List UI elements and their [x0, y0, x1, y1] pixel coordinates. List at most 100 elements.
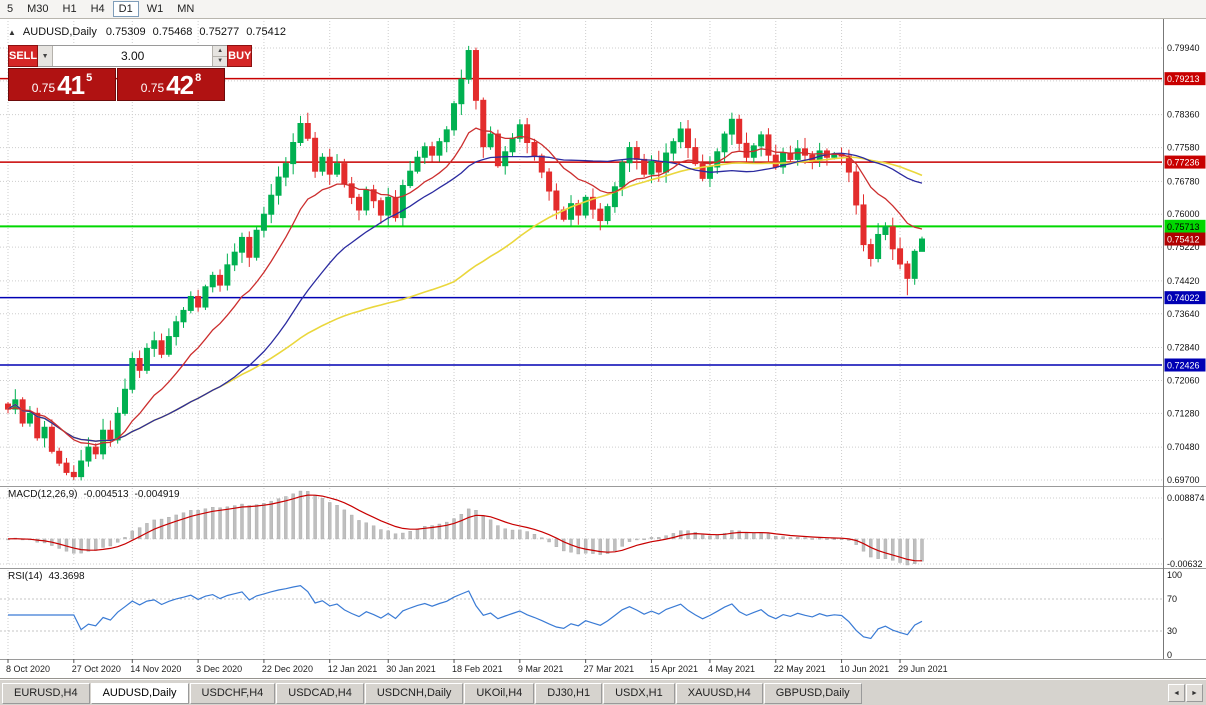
chart-tab-audusd-daily[interactable]: AUDUSD,Daily	[90, 683, 189, 704]
timeframe-button-h1[interactable]: H1	[62, 3, 77, 15]
svg-text:27 Mar 2021: 27 Mar 2021	[584, 664, 635, 674]
timeframe-toolbar: 5 M30 H1 H4 D1 W1 MN	[0, 0, 1206, 19]
buy-price-display: 0.75 42 8	[117, 68, 225, 101]
macd-indicator-label: MACD(12,26,9) -0.004513 -0.004919	[8, 489, 180, 500]
svg-text:12 Jan 2021: 12 Jan 2021	[328, 664, 378, 674]
svg-text:-0.00632: -0.00632	[1167, 559, 1203, 569]
svg-text:0.75713: 0.75713	[1167, 222, 1200, 232]
rsi-name: RSI(14)	[8, 571, 43, 582]
timeframe-button-h4[interactable]: H4	[90, 3, 105, 15]
one-click-price-row: 0.75 41 5 0.75 42 8	[8, 68, 225, 101]
chart-tab-bar: EURUSD,H4 AUDUSD,Daily USDCHF,H4 USDCAD,H4 U…	[0, 678, 1206, 705]
macd-signal-line	[7, 494, 923, 562]
timeframe-button-5[interactable]: 5	[7, 3, 14, 15]
volume-input[interactable]	[53, 46, 213, 66]
macd-pane	[0, 490, 1162, 566]
svg-text:0.73640: 0.73640	[1167, 309, 1200, 319]
svg-text:0.79213: 0.79213	[1167, 74, 1200, 84]
svg-text:0.74420: 0.74420	[1167, 276, 1200, 286]
mid-ma	[7, 152, 923, 442]
volume-spinner-up-icon[interactable]: ▲	[213, 46, 228, 57]
svg-text:0.76000: 0.76000	[1167, 209, 1200, 219]
chart-tab-xauusd-h4[interactable]: XAUUSD,H4	[675, 683, 763, 704]
timeframe-button-m30[interactable]: M30	[27, 3, 49, 15]
svg-text:0.76780: 0.76780	[1167, 176, 1200, 186]
chart-tab-usdx-h1[interactable]: USDX,H1	[603, 683, 675, 704]
macd-value-signal: -0.004919	[134, 489, 180, 500]
timeframe-button-mn[interactable]: MN	[177, 3, 195, 15]
ohlc-close: 0.75412	[246, 26, 286, 38]
svg-text:0.79940: 0.79940	[1167, 43, 1200, 53]
rsi-value: 43.3698	[48, 571, 85, 582]
svg-text:0.70480: 0.70480	[1167, 442, 1200, 452]
timeframe-button-w1[interactable]: W1	[146, 3, 164, 15]
chart-tab-ukoil-h4[interactable]: UKOil,H4	[464, 683, 535, 704]
candlesticks	[5, 45, 925, 481]
timeframe-button-d1[interactable]: D1	[112, 1, 139, 17]
tab-scroll-right-icon[interactable]: ►	[1186, 684, 1203, 702]
buy-price-prefix: 0.75	[140, 81, 165, 95]
pane-separators	[0, 19, 1206, 660]
svg-text:0.72840: 0.72840	[1167, 343, 1200, 353]
svg-text:29 Jun 2021: 29 Jun 2021	[898, 664, 948, 674]
chart-tabs: EURUSD,H4 AUDUSD,Daily USDCHF,H4 USDCAD,H4 U…	[2, 683, 863, 704]
price-axis-badges: 0.79213 0.77236 0.75713 0.74022 0.72426 0.754…	[1164, 72, 1206, 372]
volume-spinner: ▲ ▼	[212, 46, 228, 66]
sell-price-big-digits: 41	[57, 70, 85, 100]
moving-average-lines	[7, 127, 923, 446]
svg-text:100: 100	[1167, 570, 1182, 580]
svg-text:0.75220: 0.75220	[1167, 242, 1200, 252]
ohlc-high: 0.75468	[152, 26, 193, 38]
volume-dropdown-button[interactable]: ▼	[38, 46, 54, 66]
svg-text:22 Dec 2020: 22 Dec 2020	[262, 664, 313, 674]
time-axis: 8 Oct 2020 27 Oct 2020 14 Nov 2020 3 Dec 20…	[6, 659, 948, 674]
svg-text:0.74022: 0.74022	[1167, 293, 1200, 303]
svg-text:18 Feb 2021: 18 Feb 2021	[452, 664, 503, 674]
svg-text:0.69700: 0.69700	[1167, 475, 1200, 485]
svg-text:22 May 2021: 22 May 2021	[774, 664, 826, 674]
tab-scroll-left-icon[interactable]: ◄	[1168, 684, 1185, 702]
chart-window: 0.799400.791600.783600.775800.767800.760…	[0, 19, 1206, 678]
svg-text:3 Dec 2020: 3 Dec 2020	[196, 664, 242, 674]
sell-button[interactable]: SELL	[8, 45, 39, 67]
svg-text:15 Apr 2021: 15 Apr 2021	[649, 664, 698, 674]
buy-button[interactable]: BUY	[227, 45, 253, 67]
ohlc-low: 0.75277	[199, 26, 240, 38]
chart-tab-gbpusd-daily[interactable]: GBPUSD,Daily	[763, 683, 862, 704]
svg-text:0.77236: 0.77236	[1167, 158, 1200, 168]
svg-text:0.72060: 0.72060	[1167, 375, 1200, 385]
one-click-collapse-icon[interactable]: ▲	[8, 27, 16, 37]
slow-ma	[7, 156, 923, 443]
sell-price-display: 0.75 41 5	[8, 68, 116, 101]
fast-ma	[7, 127, 923, 446]
sell-price-prefix: 0.75	[31, 81, 56, 95]
chart-tab-eurusd-h4[interactable]: EURUSD,H4	[2, 683, 90, 704]
price-axis: 0.799400.791600.783600.775800.767800.760…	[1167, 43, 1205, 660]
tab-scroll-buttons: ◄ ►	[1168, 684, 1203, 702]
macd-value-main: -0.004513	[83, 489, 129, 500]
chart-tab-usdchf-h4[interactable]: USDCHF,H4	[189, 683, 276, 704]
svg-text:70: 70	[1167, 594, 1177, 604]
svg-text:0.77580: 0.77580	[1167, 143, 1200, 153]
svg-text:0.71280: 0.71280	[1167, 408, 1200, 418]
chart-tab-usdcnh-daily[interactable]: USDCNH,Daily	[364, 683, 464, 704]
svg-text:4 May 2021: 4 May 2021	[708, 664, 755, 674]
volume-spinner-down-icon[interactable]: ▼	[213, 56, 228, 66]
sell-price-pipette: 5	[86, 72, 93, 84]
one-click-trading-panel: SELL ▼ ▲ ▼ BUY 0.75 41 5 0	[8, 45, 253, 101]
volume-field: ▼ ▲ ▼	[38, 45, 228, 67]
chart-canvas[interactable]: 0.799400.791600.783600.775800.767800.760…	[0, 19, 1206, 678]
svg-text:0.72426: 0.72426	[1167, 360, 1200, 370]
svg-text:0.75412: 0.75412	[1167, 235, 1200, 245]
rsi-indicator-label: RSI(14) 43.3698	[8, 571, 85, 582]
macd-name: MACD(12,26,9)	[8, 489, 78, 500]
grid-lines	[0, 21, 1162, 657]
one-click-top-row: SELL ▼ ▲ ▼ BUY	[8, 45, 253, 67]
svg-text:14 Nov 2020: 14 Nov 2020	[130, 664, 181, 674]
svg-text:27 Oct 2020: 27 Oct 2020	[72, 664, 121, 674]
chart-tab-dj30-h1[interactable]: DJ30,H1	[535, 683, 603, 704]
svg-text:0.008874: 0.008874	[1167, 493, 1205, 503]
chart-tab-usdcad-h4[interactable]: USDCAD,H4	[276, 683, 364, 704]
svg-text:30: 30	[1167, 626, 1177, 636]
